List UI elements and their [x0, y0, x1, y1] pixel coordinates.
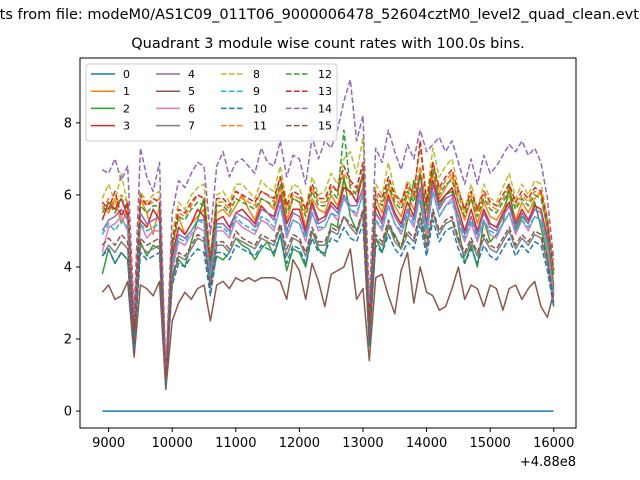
plot-frame	[79, 57, 577, 429]
x-tick-label: 12000	[279, 436, 320, 451]
series-line-13	[101, 140, 555, 380]
y-tick-label: 0	[64, 405, 72, 420]
legend-label-9: 9	[253, 85, 260, 98]
x-tick-label: 10000	[152, 436, 193, 451]
x-tick-label: 11000	[215, 436, 256, 451]
series-line-4	[101, 183, 555, 380]
y-tick-label: 2	[64, 333, 72, 348]
legend-label-13: 13	[318, 85, 332, 98]
legend-label-5: 5	[188, 85, 195, 98]
series-line-5	[101, 248, 555, 391]
x-offset-label: +4.88e8	[520, 455, 576, 470]
legend-label-10: 10	[253, 102, 267, 115]
legend-label-11: 11	[253, 120, 267, 133]
chart-title: Quadrant 3 module wise count rates with …	[131, 36, 525, 52]
legend-label-4: 4	[188, 68, 195, 81]
series-line-12	[101, 129, 555, 380]
legend-label-7: 7	[188, 120, 195, 133]
y-tick-label: 4	[64, 260, 72, 275]
x-tick-label: 16000	[533, 436, 574, 451]
series-line-6	[101, 190, 555, 383]
series-line-10	[101, 219, 555, 387]
y-tick-label: 8	[64, 116, 72, 131]
legend-label-1: 1	[123, 85, 130, 98]
legend-box	[85, 63, 338, 142]
x-tick-label: 13000	[342, 436, 383, 451]
x-tick-label: 9000	[92, 436, 125, 451]
legend-label-15: 15	[318, 120, 332, 133]
series-line-7	[101, 212, 555, 383]
series-line-15	[101, 208, 555, 383]
legend-label-12: 12	[318, 68, 332, 81]
series-line-3	[101, 172, 555, 380]
plot-lines	[101, 78, 555, 412]
y-axis: 0 2 4 6 8	[64, 116, 80, 420]
y-tick-label: 6	[64, 188, 72, 203]
legend-label-0: 0	[123, 68, 130, 81]
x-tick-label: 15000	[469, 436, 510, 451]
legend-label-8: 8	[253, 68, 260, 81]
x-axis: 9000 10000 11000 12000 13000 14000 15000 16000	[92, 428, 574, 451]
legend-label-3: 3	[123, 120, 130, 133]
legend-label-2: 2	[123, 102, 130, 115]
series-line-9	[101, 190, 555, 383]
x-tick-label: 14000	[406, 436, 447, 451]
legend-label-14: 14	[318, 102, 332, 115]
series-line-14	[101, 78, 555, 373]
figure-suptitle: Plots from file: modeM0/AS1C09_011T06_90…	[0, 7, 639, 23]
legend-label-6: 6	[188, 102, 195, 115]
